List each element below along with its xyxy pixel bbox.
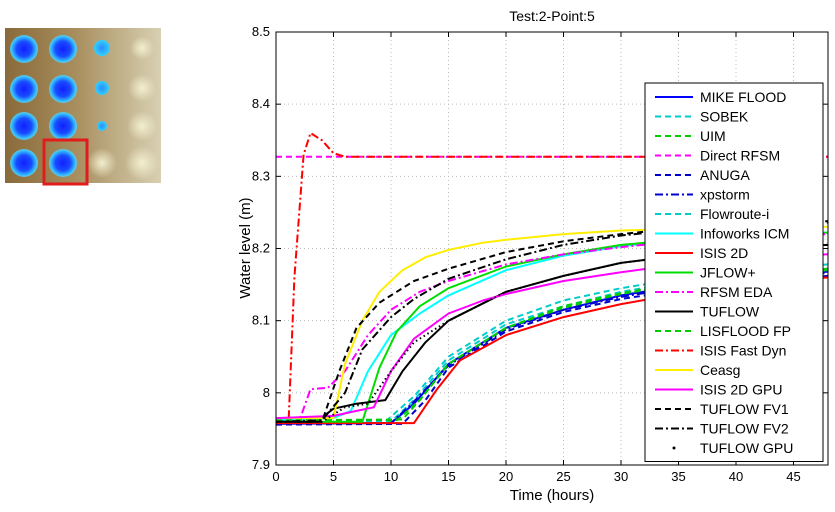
x-tick-label: 40 bbox=[729, 469, 743, 484]
y-tick-label: 8.3 bbox=[252, 168, 270, 183]
legend-label: TUFLOW FV2 bbox=[700, 421, 789, 437]
x-tick-label: 35 bbox=[671, 469, 685, 484]
legend-label: ANUGA bbox=[700, 167, 750, 183]
inset-highlight-box bbox=[42, 138, 89, 186]
legend-label: UIM bbox=[700, 128, 726, 144]
y-tick-label: 8.4 bbox=[252, 96, 270, 111]
y-tick-label: 8.5 bbox=[252, 24, 270, 39]
legend-label: ISIS Fast Dyn bbox=[700, 343, 786, 359]
y-axis-label: Water level (m) bbox=[237, 197, 254, 298]
axis-ticks: 0 5 10 15 20 25 30 35 40 45 7.9 8 8.1 8.2 8.3 8.4 8.5 bbox=[252, 24, 828, 484]
inset-ponds bbox=[10, 35, 159, 180]
x-tick-label: 10 bbox=[384, 469, 398, 484]
x-tick-label: 20 bbox=[499, 469, 513, 484]
x-tick-label: 0 bbox=[272, 469, 279, 484]
legend-label: Direct RFSM bbox=[700, 148, 780, 164]
y-tick-label: 8.2 bbox=[252, 241, 270, 256]
legend-label: MIKE FLOOD bbox=[700, 89, 786, 105]
x-tick-label: 25 bbox=[556, 469, 570, 484]
y-tick-label: 7.9 bbox=[252, 457, 270, 472]
chart-title: Test:2-Point:5 bbox=[509, 8, 595, 24]
legend-label: Infoworks ICM bbox=[700, 226, 789, 242]
series-line-isis-fast-dyn bbox=[276, 132, 828, 423]
x-tick-label: 45 bbox=[786, 469, 800, 484]
legend-label: ISIS 2D bbox=[700, 245, 748, 261]
site-map-inset bbox=[5, 28, 161, 186]
legend-swatch bbox=[672, 446, 676, 450]
legend-label: LISFLOOD FP bbox=[700, 323, 791, 339]
x-tick-label: 30 bbox=[614, 469, 628, 484]
legend-label: xpstorm bbox=[700, 187, 750, 203]
legend-label: Flowroute-i bbox=[700, 206, 769, 222]
legend-label: TUFLOW FV1 bbox=[700, 401, 789, 417]
y-tick-label: 8.1 bbox=[252, 313, 270, 328]
x-tick-label: 15 bbox=[441, 469, 455, 484]
x-tick-label: 5 bbox=[330, 469, 337, 484]
legend-label: ISIS 2D GPU bbox=[700, 382, 782, 398]
legend-label: TUFLOW bbox=[700, 304, 760, 320]
legend-label: RFSM EDA bbox=[700, 284, 773, 300]
x-axis-label: Time (hours) bbox=[510, 487, 594, 504]
legend-label: SOBEK bbox=[700, 109, 749, 125]
legend-label: TUFLOW GPU bbox=[700, 440, 793, 456]
legend-label: JFLOW+ bbox=[700, 265, 756, 281]
y-tick-label: 8 bbox=[263, 385, 270, 400]
legend: MIKE FLOOD SOBEK UIM Direct RFSM ANUGA xpstor… bbox=[644, 82, 824, 462]
legend-label: Ceasg bbox=[700, 362, 740, 378]
series-line-tuflow-fv2 bbox=[275, 220, 829, 423]
